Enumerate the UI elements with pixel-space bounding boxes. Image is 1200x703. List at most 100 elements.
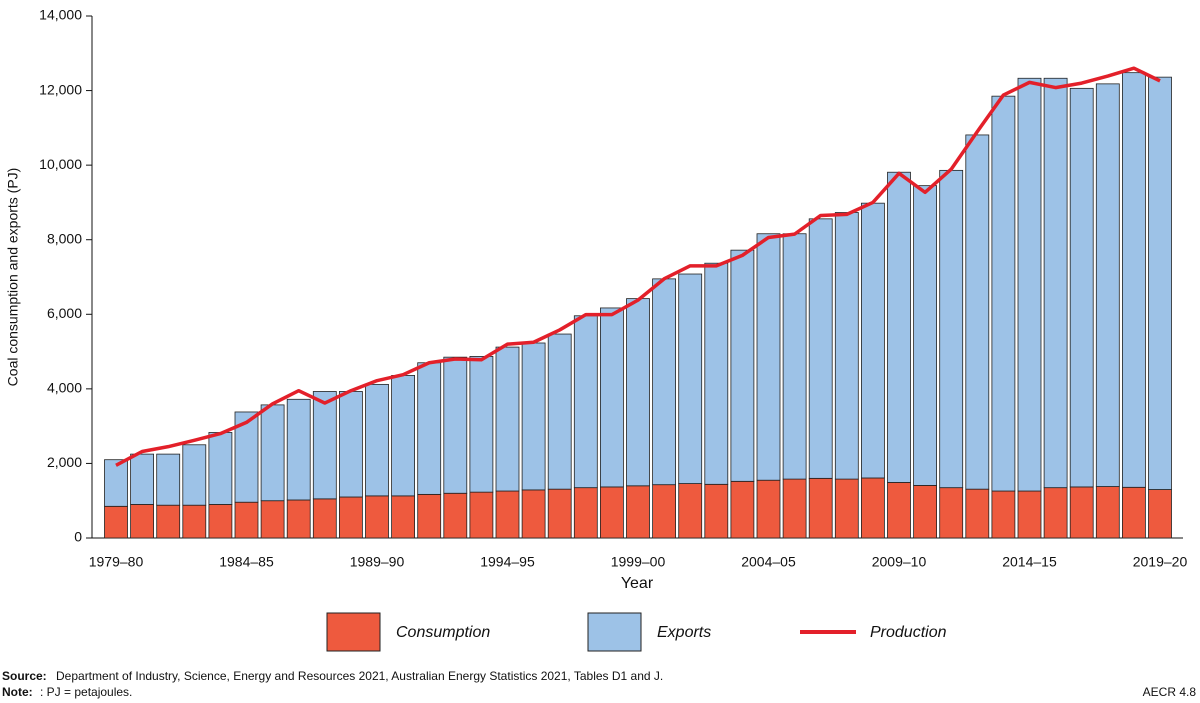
x-tick-label: 2009–10 [872,554,927,570]
bar [782,233,807,480]
bar [808,477,833,539]
bar [365,495,389,539]
bar [391,495,416,539]
bar [704,483,729,539]
bar [156,453,181,506]
bar [861,202,885,479]
bar [965,134,990,490]
bar [991,490,1016,539]
bar [286,499,311,539]
x-tick-label: 1984–85 [219,554,274,570]
bar [234,501,259,539]
bar [730,249,755,482]
x-tick-label: 2019–20 [1133,554,1188,570]
bar [312,391,337,500]
bar [1122,486,1146,539]
y-axis-label: Coal consumption and exports (PJ) [5,168,21,387]
bar [626,485,650,539]
bar [1095,83,1120,487]
y-tick-label: 10,000 [39,156,82,172]
source-label: Source: [2,669,47,683]
bar [156,504,181,539]
bar [495,490,520,539]
legend-swatch [326,612,381,652]
bar [808,218,833,479]
bar [1095,486,1120,539]
x-tick-label: 1989–90 [350,554,405,570]
bar [208,504,233,539]
bar [443,492,468,539]
bar [312,498,337,539]
bar [756,479,781,539]
x-axis-label: Year [621,575,654,592]
bar [104,505,128,539]
bar [547,333,572,490]
bar [652,278,676,486]
legend-label: Production [870,624,947,641]
x-tick-label: 2004–05 [741,554,796,570]
line [115,66,1161,467]
bar [678,273,703,484]
bar [1017,77,1042,492]
legend-label: Consumption [396,624,490,641]
bar [861,477,885,539]
bar [260,500,285,539]
bar [756,233,781,481]
bar [1069,87,1094,488]
bar [939,169,964,489]
bar [443,356,468,494]
bar [573,487,598,539]
bar [730,480,755,539]
bar [182,504,207,539]
bar [782,478,807,539]
bar [678,483,703,539]
bar [208,432,233,505]
bar [469,356,494,493]
bar [338,496,363,539]
bar [365,383,389,497]
y-tick-label: 0 [74,529,82,545]
y-tick-label: 14,000 [39,7,82,23]
bar [887,171,911,483]
y-tick-label: 12,000 [39,81,82,97]
bar [600,486,624,539]
bar [939,487,964,539]
y-tick-label: 6,000 [47,305,82,321]
bar [417,493,442,539]
bar [521,342,546,491]
bar [130,504,155,539]
bar [913,185,937,486]
x-tick-label: 1999–00 [611,554,666,570]
bar [1043,487,1068,539]
bar [495,346,520,492]
bar [704,262,729,485]
x-tick-label: 2014–15 [1002,554,1057,570]
bar [234,411,259,503]
bar [1148,76,1172,490]
bar [965,488,990,539]
bar [521,489,546,539]
bar [338,391,363,498]
bar [913,485,937,539]
bar [104,459,128,507]
bar [547,488,572,539]
x-tick-label: 1994–95 [480,554,535,570]
bar [1043,77,1068,489]
legend-swatch [587,612,642,652]
bar [600,307,624,488]
note: : PJ = petajoules. [40,685,132,699]
bar [182,444,207,506]
note-label: Note: [2,685,33,699]
figure-id: AECR 4.8 [1143,685,1197,699]
bar [834,478,859,539]
source: Department of Industry, Science, Energy … [56,669,663,683]
bar [1017,490,1042,539]
bar [391,375,416,497]
bar [626,298,650,487]
bar [887,482,911,539]
bar [469,491,494,539]
bar [834,212,859,480]
legend-label: Exports [657,624,711,641]
